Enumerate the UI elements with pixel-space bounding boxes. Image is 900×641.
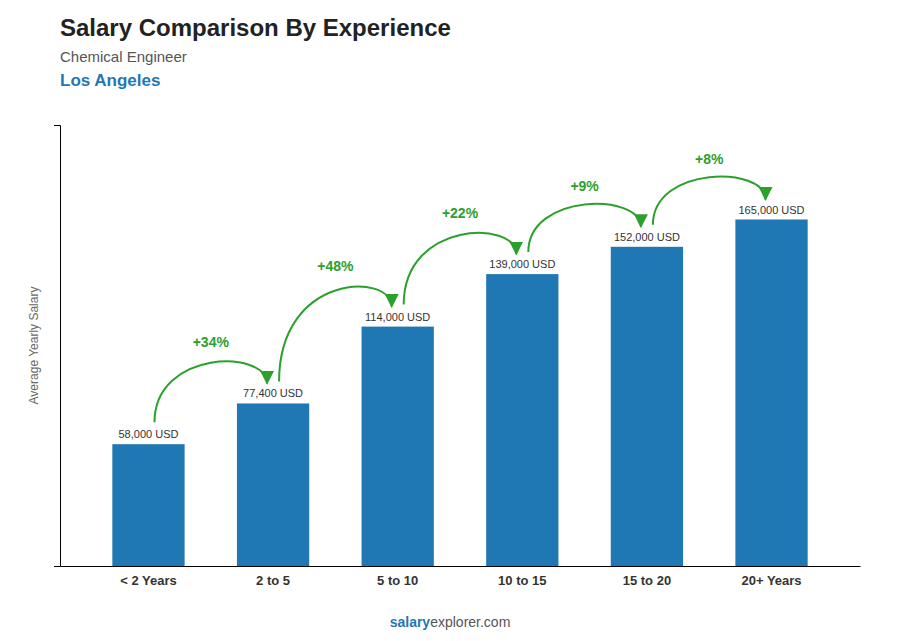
bar [486, 274, 558, 566]
footer-part: salary [390, 614, 431, 630]
data-label: 139,000 USD [489, 258, 555, 270]
data-labels: 58,000 USD 77,400 USD 114,000 USD 139,000 U… [119, 204, 805, 441]
y-axis-line [54, 126, 61, 567]
x-tick: 10 to 15 [498, 573, 546, 588]
x-axis: < 2 Years 2 to 5 5 to 10 10 to 15 15 to 20 20… [61, 567, 861, 589]
data-label: 165,000 USD [739, 204, 805, 216]
data-label: 58,000 USD [119, 428, 179, 440]
bar [735, 220, 807, 567]
change-arc [154, 361, 267, 422]
y-axis-label: Average Yearly Salary [27, 287, 41, 405]
change-arc [404, 233, 517, 305]
annotation: +34% [193, 334, 230, 350]
title: Salary Comparison By Experience [60, 14, 451, 41]
x-tick: < 2 Years [120, 573, 177, 588]
change-arc [653, 177, 766, 225]
footer-part: explorer.com [430, 614, 510, 630]
data-label: 114,000 USD [365, 311, 430, 323]
annotation: +8% [695, 151, 724, 167]
annotations: +34% +48% +22% +9% +8% [154, 151, 765, 423]
bar [112, 444, 184, 566]
annotation: +9% [570, 178, 599, 194]
x-tick: 20+ Years [741, 573, 801, 588]
bar [611, 247, 683, 566]
x-tick-label: 5 to 10 [377, 573, 418, 588]
change-arc [528, 204, 641, 252]
x-tick-label: 10 to 15 [498, 573, 546, 588]
x-axis-line [61, 566, 861, 567]
plot-area [112, 220, 807, 567]
x-tick: 15 to 20 [623, 573, 671, 588]
data-label: 152,000 USD [614, 231, 680, 243]
annotation: +22% [442, 205, 479, 221]
bar [362, 327, 434, 566]
y-axis [54, 126, 61, 567]
data-label: 77,400 USD [243, 387, 303, 399]
x-tick-label: 2 to 5 [256, 573, 290, 588]
x-tick-label: < 2 Years [120, 573, 177, 588]
change-arc [279, 287, 392, 382]
x-tick-label: 15 to 20 [623, 573, 671, 588]
x-tick: 5 to 10 [377, 573, 418, 588]
subtitle: Los Angeles [60, 71, 160, 90]
chart: Salary Comparison By Experience Chemical … [0, 0, 900, 641]
footer: salaryexplorer.com [390, 614, 511, 630]
annotation: +48% [317, 258, 354, 274]
x-tick: 2 to 5 [256, 573, 290, 588]
bar [237, 403, 309, 566]
subtitle: Chemical Engineer [60, 48, 187, 65]
x-tick-label: 20+ Years [741, 573, 801, 588]
